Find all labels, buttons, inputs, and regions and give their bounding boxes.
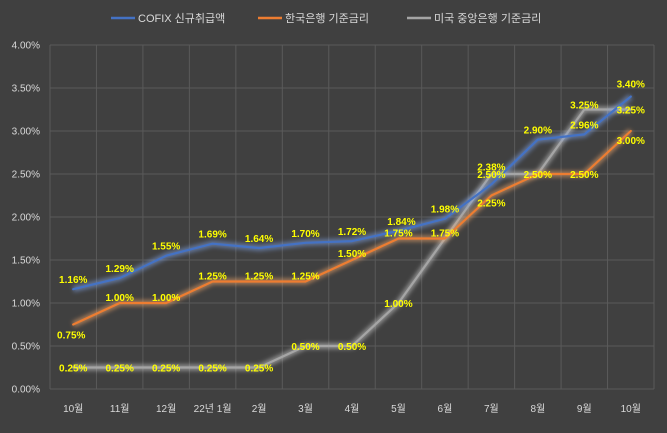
legend-label: COFIX 신규취급액 xyxy=(138,12,225,25)
x-tick-label: 8월 xyxy=(530,403,545,415)
data-label: 1.55% xyxy=(152,242,180,253)
series-line xyxy=(72,95,632,291)
data-label: 1.29% xyxy=(106,264,134,275)
y-tick-label: 0.50% xyxy=(12,342,40,353)
legend-label: 미국 중앙은행 기준금리 xyxy=(434,12,541,25)
data-label: 0.25% xyxy=(152,364,180,375)
data-label: 2.50% xyxy=(477,170,505,181)
data-label: 1.98% xyxy=(431,205,459,216)
data-label: 1.70% xyxy=(291,229,319,240)
data-label: 0.25% xyxy=(106,364,134,375)
x-tick-label: 10월 xyxy=(63,403,83,415)
data-label: 2.50% xyxy=(524,170,552,181)
legend-label: 한국은행 기준금리 xyxy=(285,12,369,25)
data-label: 1.25% xyxy=(291,272,319,283)
data-label: 2.38% xyxy=(477,162,505,173)
data-label: 0.75% xyxy=(57,331,85,342)
y-tick-label: 3.50% xyxy=(12,84,40,95)
x-tick-label: 12월 xyxy=(156,403,176,415)
data-label: 1.75% xyxy=(384,229,412,240)
data-label: 1.69% xyxy=(198,230,226,241)
y-tick-label: 1.00% xyxy=(12,299,40,310)
series-lines xyxy=(71,94,633,371)
data-label: 3.00% xyxy=(617,136,645,147)
data-label: 1.84% xyxy=(387,217,415,228)
data-labels: 1.16% 1.29% 1.55% 1.69% 1.64% 1.70% 1.72% 1.84%… xyxy=(57,80,645,375)
y-tick-label: 0.00% xyxy=(12,385,40,396)
data-label: 0.25% xyxy=(59,364,87,375)
data-label: 1.16% xyxy=(59,275,87,286)
data-label: 1.75% xyxy=(431,229,459,240)
x-tick-label: 9월 xyxy=(577,403,592,415)
axes: 0.00% 0.50% 1.00% 1.50% 2.00% 2.50% 3.00% 3.50%… xyxy=(12,41,641,416)
x-tick-label: 5월 xyxy=(391,403,406,415)
x-tick-label: 2월 xyxy=(252,403,267,415)
x-tick-label: 11월 xyxy=(110,403,130,415)
data-label: 0.50% xyxy=(291,342,319,353)
x-tick-label: 6월 xyxy=(438,403,453,415)
data-label: 2.90% xyxy=(524,126,552,137)
data-label: 1.72% xyxy=(338,227,366,238)
y-tick-label: 1.50% xyxy=(12,256,40,267)
y-tick-label: 2.50% xyxy=(12,170,40,181)
y-tick-label: 2.00% xyxy=(12,213,40,224)
x-tick-label: 22년 1월 xyxy=(194,403,232,415)
data-label: 1.50% xyxy=(338,249,366,260)
x-tick-label: 7월 xyxy=(484,403,499,415)
data-label: 1.25% xyxy=(198,272,226,283)
data-label: 3.25% xyxy=(617,106,645,117)
data-label: 0.50% xyxy=(338,342,366,353)
y-tick-label: 4.00% xyxy=(12,41,40,52)
data-label: 2.96% xyxy=(570,120,598,131)
y-tick-label: 3.00% xyxy=(12,127,40,138)
data-label: 0.25% xyxy=(245,364,273,375)
data-label: 3.25% xyxy=(570,101,598,112)
grid xyxy=(49,44,655,390)
data-label: 2.25% xyxy=(477,199,505,210)
x-tick-label: 3월 xyxy=(298,403,313,415)
data-label: 2.50% xyxy=(570,170,598,181)
series-line xyxy=(72,129,632,326)
x-tick-label: 10월 xyxy=(621,403,641,415)
data-label: 0.25% xyxy=(198,364,226,375)
data-label: 1.64% xyxy=(245,234,273,245)
data-label: 3.40% xyxy=(617,80,645,91)
data-label: 1.00% xyxy=(106,293,134,304)
data-label: 1.00% xyxy=(384,299,412,310)
x-tick-label: 4월 xyxy=(345,403,360,415)
data-label: 1.25% xyxy=(245,272,273,283)
data-label: 1.00% xyxy=(152,293,180,304)
legend: COFIX 신규취급액 한국은행 기준금리 미국 중앙은행 기준금리 xyxy=(111,12,541,25)
